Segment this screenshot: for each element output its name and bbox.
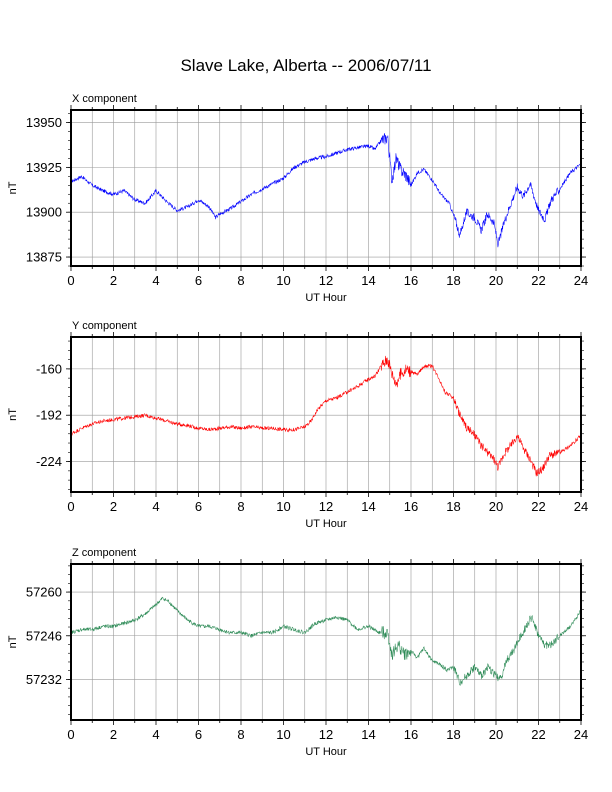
y-tick-label: 13900 <box>26 205 62 220</box>
y-tick-label: -160 <box>36 361 62 376</box>
plot-frame <box>70 109 582 267</box>
panel-title: Z component <box>72 547 136 559</box>
x-tick-label: 6 <box>195 727 202 742</box>
y-axis-label: nT <box>7 635 19 648</box>
x-tick-label: 0 <box>67 273 74 288</box>
plot-frame <box>70 563 582 721</box>
x-axis-label: UT Hour <box>305 746 347 758</box>
y-tick-label: 57246 <box>26 628 62 643</box>
x-tick-label: 0 <box>67 499 74 514</box>
x-tick-label: 14 <box>361 727 375 742</box>
x-tick-label: 20 <box>489 273 503 288</box>
x-tick-label: 4 <box>152 273 159 288</box>
x-tick-label: 8 <box>237 727 244 742</box>
data-trace-series <box>70 596 582 687</box>
figure-title: Slave Lake, Alberta -- 2006/07/11 <box>180 56 432 75</box>
x-tick-label: 14 <box>361 273 375 288</box>
x-tick-label: 6 <box>195 499 202 514</box>
y-tick-label: 57232 <box>26 672 62 687</box>
data-trace-series <box>70 133 582 248</box>
panel-title: X component <box>72 93 137 105</box>
data-trace-series <box>70 355 582 477</box>
y-tick-label: -192 <box>36 408 62 423</box>
y-tick-label: 57260 <box>26 585 62 600</box>
x-tick-label: 20 <box>489 499 503 514</box>
x-tick-label: 10 <box>276 727 290 742</box>
x-tick-label: 14 <box>361 499 375 514</box>
x-tick-label: 20 <box>489 727 503 742</box>
x-tick-label: 10 <box>276 273 290 288</box>
y-tick-label: -224 <box>36 454 62 469</box>
x-tick-label: 22 <box>531 727 545 742</box>
x-tick-label: 16 <box>404 499 418 514</box>
x-tick-label: 10 <box>276 499 290 514</box>
x-tick-label: 16 <box>404 273 418 288</box>
x-tick-label: 18 <box>446 727 460 742</box>
y-axis-label: nT <box>7 181 19 194</box>
x-tick-label: 16 <box>404 727 418 742</box>
x-axis-label: UT Hour <box>305 292 347 304</box>
x-tick-label: 24 <box>574 727 588 742</box>
x-tick-label: 8 <box>237 499 244 514</box>
x-tick-label: 2 <box>110 499 117 514</box>
x-tick-label: 2 <box>110 273 117 288</box>
x-tick-label: 12 <box>319 499 333 514</box>
plot-frame <box>70 336 582 493</box>
x-tick-label: 18 <box>446 499 460 514</box>
panel-title: Y component <box>72 320 137 332</box>
x-tick-label: 4 <box>152 499 159 514</box>
x-tick-label: 24 <box>574 499 588 514</box>
x-tick-label: 0 <box>67 727 74 742</box>
x-tick-label: 22 <box>531 273 545 288</box>
y-tick-label: 13875 <box>26 250 62 265</box>
y-tick-label: 13925 <box>26 160 62 175</box>
x-tick-label: 24 <box>574 273 588 288</box>
y-axis-label: nT <box>7 408 19 421</box>
x-tick-label: 2 <box>110 727 117 742</box>
x-tick-label: 22 <box>531 499 545 514</box>
panel-1: 0 2 4 6 8 10 12 14 16 18 20 22 241387513900139251395… <box>7 93 588 304</box>
x-tick-label: 6 <box>195 273 202 288</box>
x-axis-label: UT Hour <box>305 518 347 530</box>
y-tick-label: 13950 <box>26 115 62 130</box>
x-tick-label: 4 <box>152 727 159 742</box>
x-tick-label: 12 <box>319 273 333 288</box>
x-tick-label: 8 <box>237 273 244 288</box>
x-tick-label: 18 <box>446 273 460 288</box>
x-tick-label: 12 <box>319 727 333 742</box>
